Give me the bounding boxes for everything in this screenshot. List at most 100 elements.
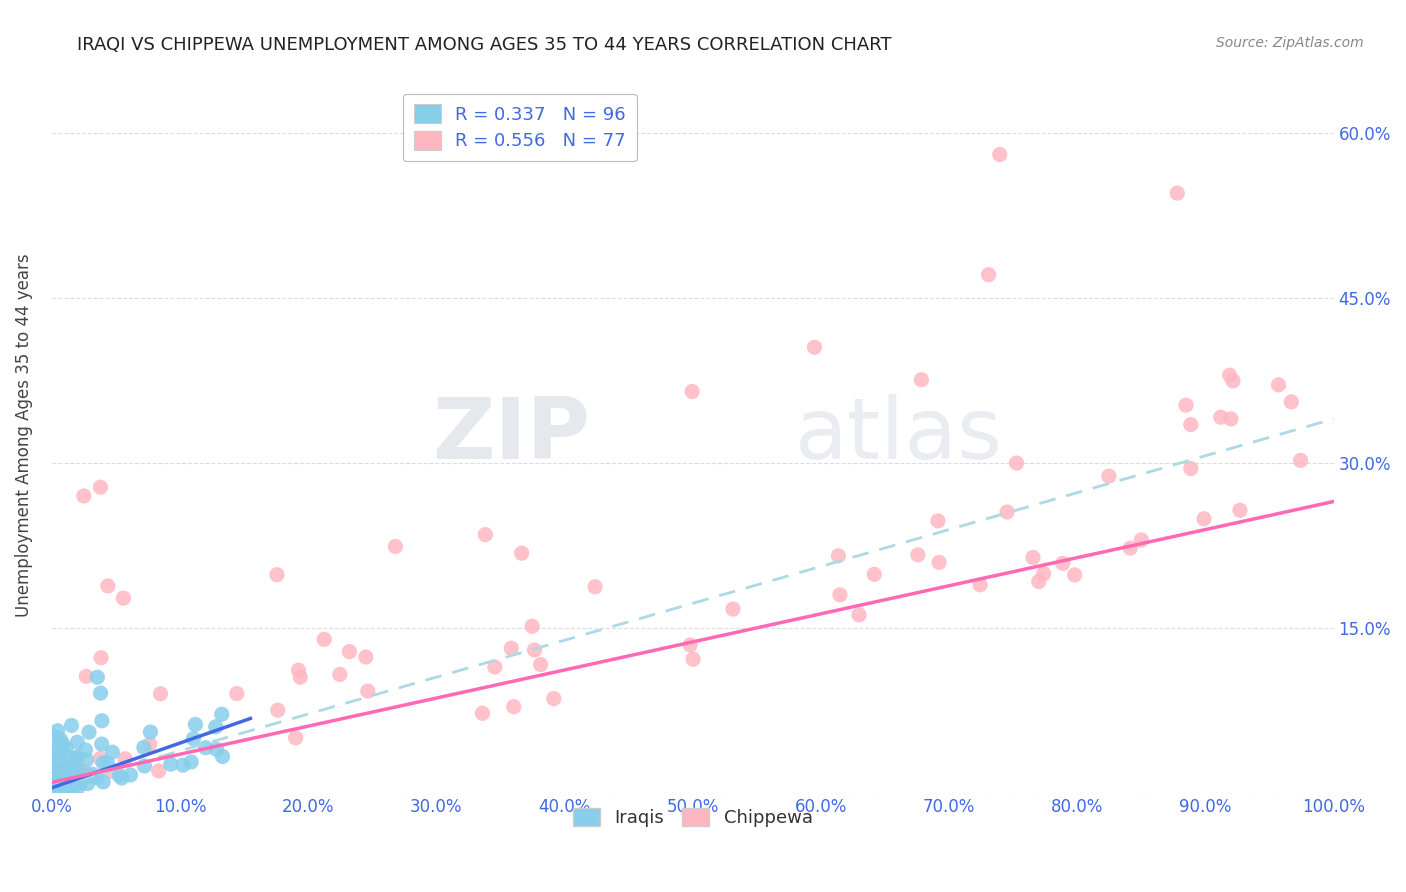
Point (59, 782, 82, 797)
Point (112, 591, 135, 606)
Point (184, 717, 207, 731)
Point (988, 147, 1011, 161)
Point (172, 758, 194, 772)
Point (53, 782, 76, 797)
Point (1032, 566, 1054, 581)
Point (1180, 417, 1202, 432)
Point (77, 725, 100, 739)
Point (65, 775, 87, 789)
Point (1219, 368, 1241, 383)
Point (827, 549, 849, 563)
Point (682, 652, 704, 666)
Point (66, 735, 89, 749)
Point (211, 707, 233, 722)
Point (42, 772, 65, 787)
Point (72, 768, 94, 782)
Point (89, 480, 111, 494)
Point (681, 384, 703, 399)
Point (1209, 410, 1232, 425)
Point (1005, 456, 1028, 470)
Point (928, 555, 950, 569)
Point (53, 779, 76, 793)
Point (51, 754, 73, 768)
Point (75, 669, 97, 683)
Point (46, 723, 69, 738)
Point (1022, 550, 1045, 565)
Point (927, 514, 949, 528)
Point (1119, 541, 1142, 556)
Point (59, 778, 82, 792)
Point (679, 638, 702, 652)
Point (51, 762, 73, 776)
Point (194, 740, 217, 755)
Point (969, 578, 991, 592)
Point (82, 767, 104, 781)
Point (48, 747, 70, 761)
Point (86, 670, 108, 684)
Point (44, 730, 66, 744)
Point (1192, 512, 1215, 526)
Point (44, 746, 66, 760)
Point (266, 567, 288, 582)
Point (51, 778, 73, 792)
Point (484, 660, 506, 674)
Point (1130, 533, 1153, 547)
Point (73, 764, 96, 779)
Point (910, 373, 932, 387)
Point (314, 632, 336, 647)
Point (828, 588, 851, 602)
Point (89, 751, 111, 765)
Point (290, 670, 312, 684)
Point (211, 749, 233, 764)
Point (267, 703, 290, 717)
Point (48, 783, 70, 797)
Point (523, 643, 546, 657)
Point (1052, 557, 1074, 571)
Point (1166, 186, 1188, 200)
Point (44, 768, 66, 782)
Point (205, 742, 228, 756)
Point (863, 567, 886, 582)
Point (45, 764, 67, 779)
Point (45, 778, 67, 792)
Point (357, 684, 380, 698)
Point (1098, 469, 1121, 483)
Point (339, 645, 361, 659)
Point (42, 761, 65, 775)
Point (180, 755, 202, 769)
Point (90, 737, 112, 751)
Point (58, 766, 80, 780)
Point (91, 756, 114, 770)
Point (1063, 568, 1085, 582)
Point (134, 759, 156, 773)
Point (46, 760, 69, 774)
Point (62, 779, 84, 793)
Point (502, 699, 524, 714)
Point (44, 768, 66, 782)
Point (44, 763, 66, 777)
Point (114, 752, 136, 766)
Point (51, 739, 73, 754)
Text: IRAQI VS CHIPPEWA UNEMPLOYMENT AMONG AGES 35 TO 44 YEARS CORRELATION CHART: IRAQI VS CHIPPEWA UNEMPLOYMENT AMONG AGE… (77, 36, 891, 54)
Text: ZIP: ZIP (433, 394, 591, 477)
Point (543, 691, 565, 706)
Point (520, 619, 543, 633)
Point (51, 780, 73, 795)
Point (101, 745, 124, 759)
Point (907, 548, 929, 562)
Point (56, 768, 79, 782)
Point (287, 663, 309, 677)
Point (62, 758, 84, 772)
Point (60, 772, 83, 786)
Point (354, 650, 377, 665)
Point (75, 743, 97, 757)
Point (90, 686, 112, 700)
Point (60, 751, 83, 765)
Point (529, 657, 551, 672)
Point (60, 718, 83, 732)
Point (52, 783, 75, 797)
Point (96, 756, 118, 770)
Point (995, 505, 1018, 519)
Point (1028, 574, 1050, 589)
Point (66, 750, 89, 764)
